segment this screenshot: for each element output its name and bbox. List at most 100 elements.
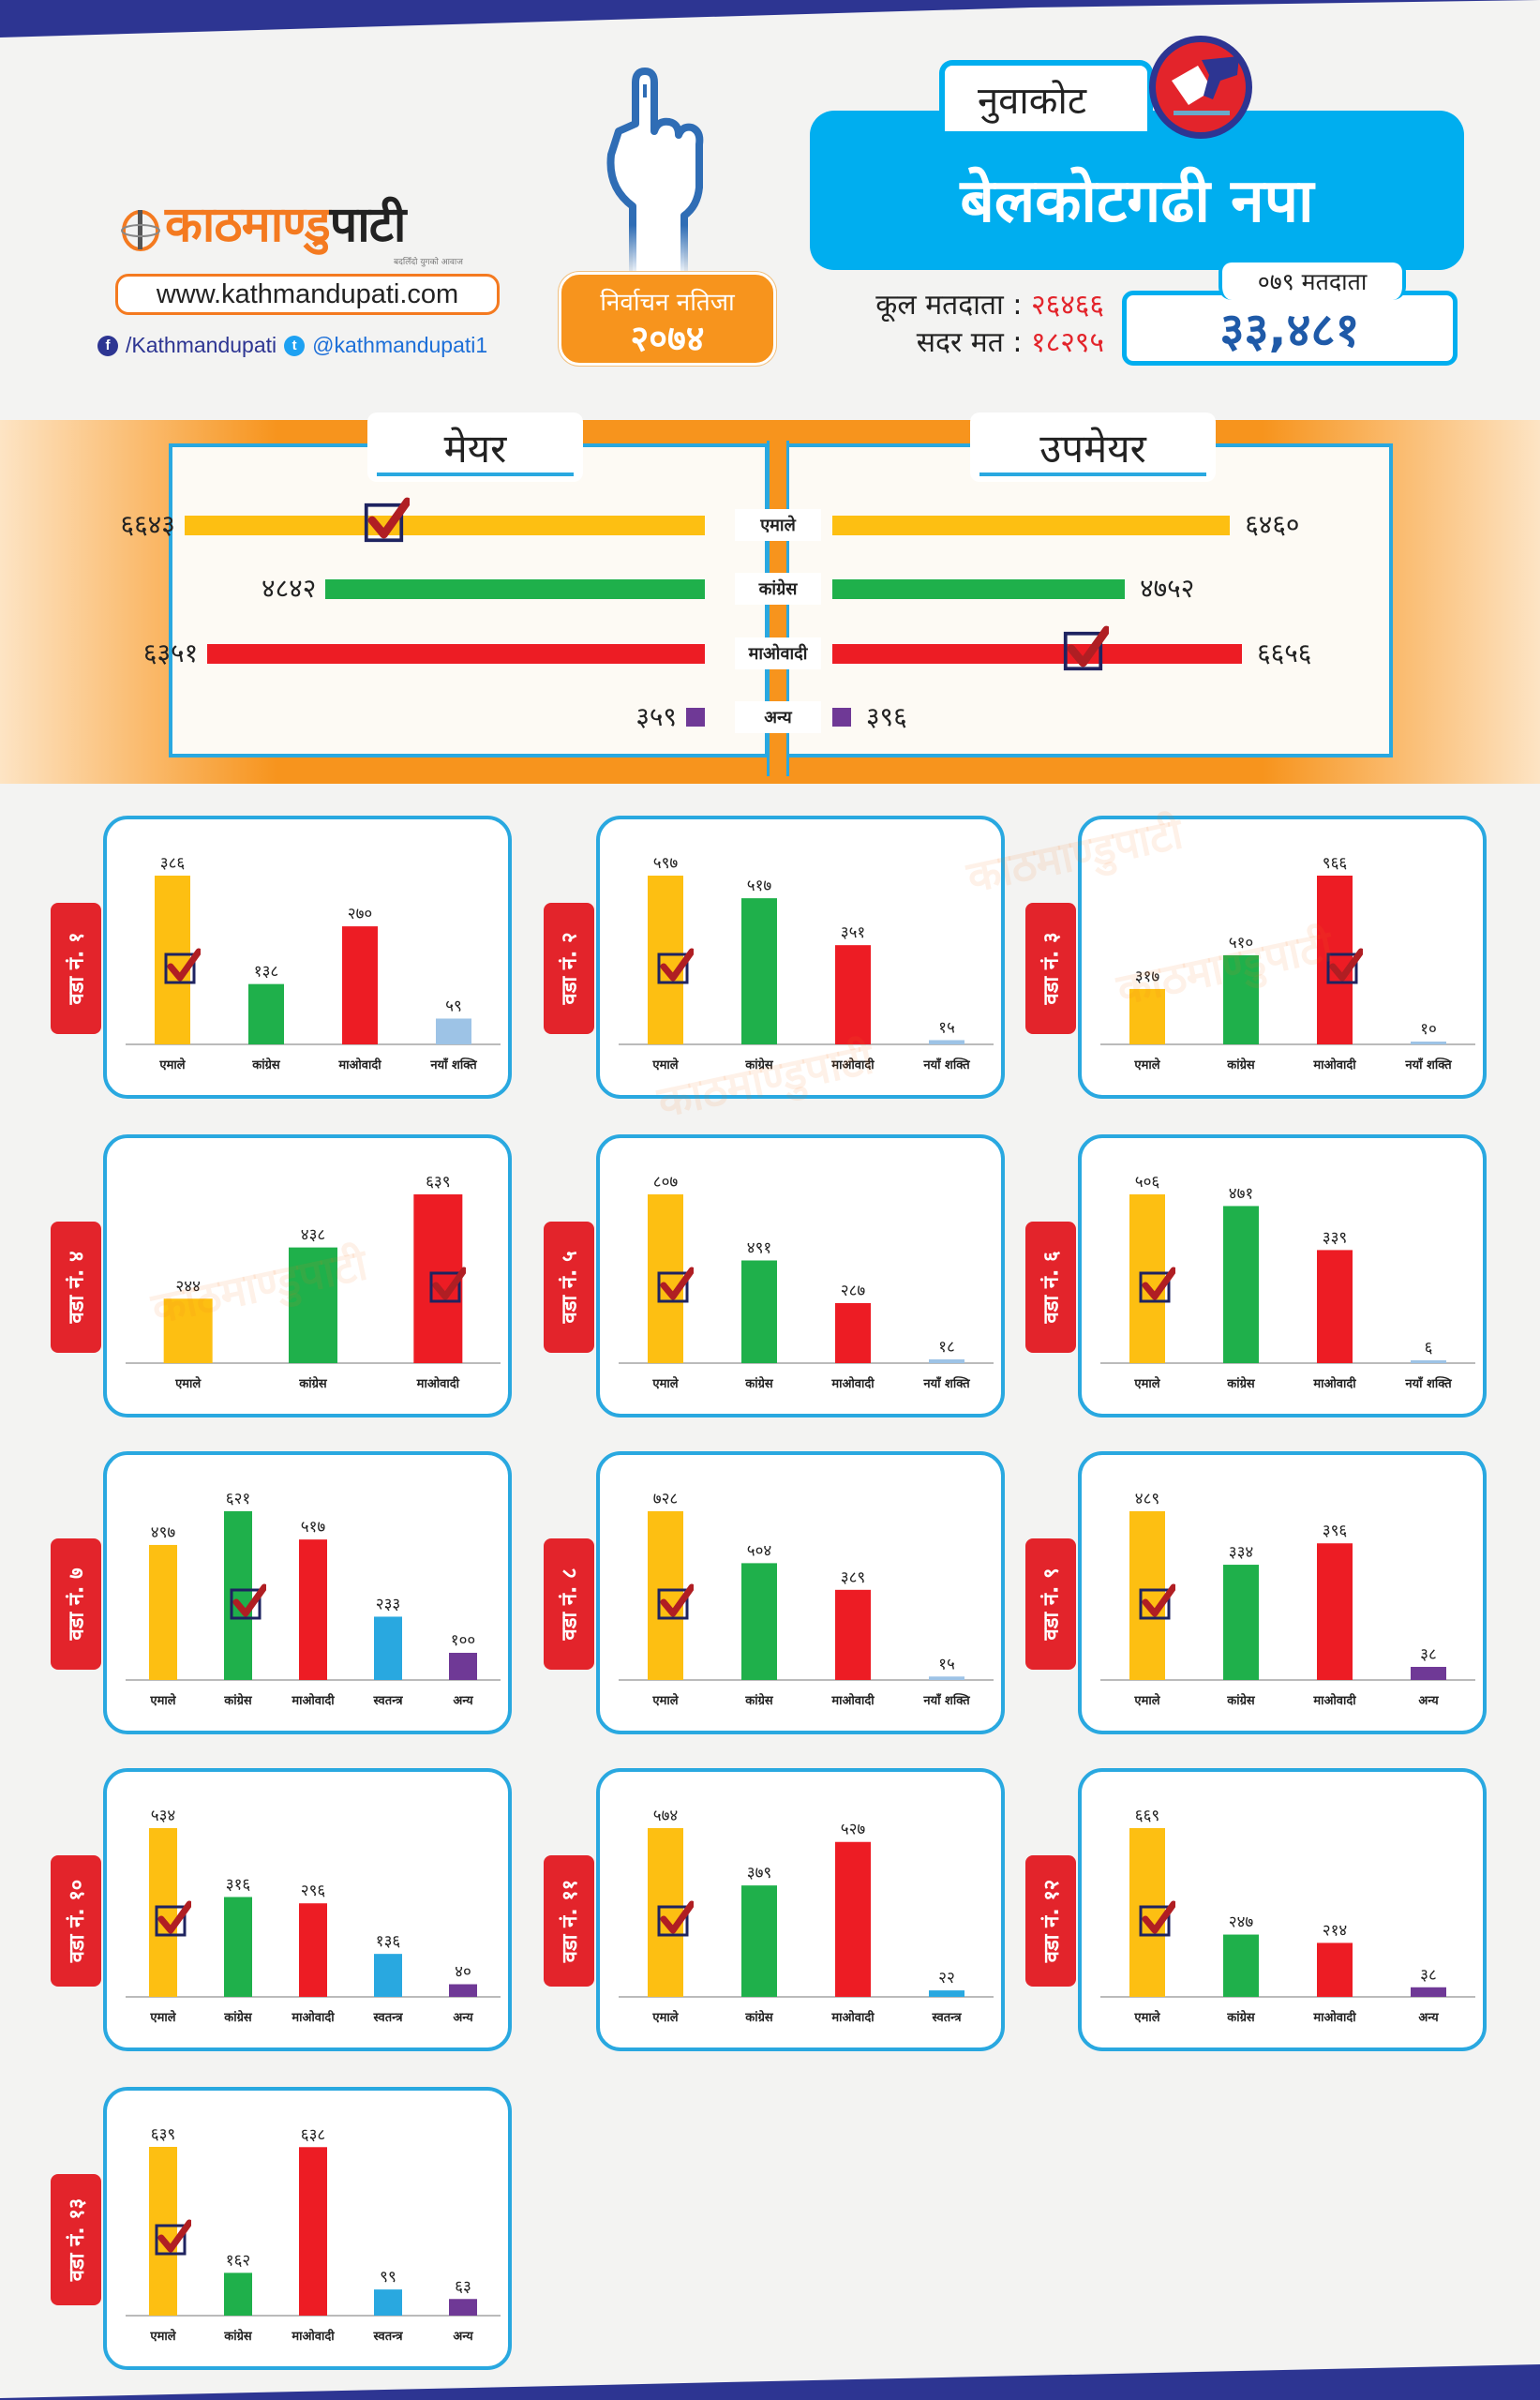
ward-number-label: वडा नं. ८ bbox=[559, 1568, 582, 1641]
ward-bar bbox=[299, 1903, 327, 1997]
ward-bar-value: ६६९ bbox=[1135, 1807, 1160, 1825]
ballot-box-icon bbox=[1145, 32, 1256, 142]
winner-check-icon bbox=[656, 1900, 695, 1942]
ward-bar-value: ५७४ bbox=[653, 1807, 679, 1825]
ward-bar bbox=[449, 1984, 477, 1997]
ward-bar-category: अन्य bbox=[1418, 1694, 1439, 1708]
ward-bar-category: कांग्रेस bbox=[1226, 1693, 1256, 1708]
ward-bar bbox=[248, 983, 284, 1044]
ward-bar bbox=[1411, 1987, 1446, 1997]
winner-check-icon bbox=[656, 1267, 695, 1308]
bottom-decor-band bbox=[0, 2344, 1540, 2400]
ward-bar-category: माओवादी bbox=[291, 2329, 335, 2344]
ward-bar-value: ६३९ bbox=[151, 2125, 176, 2144]
ward-bar-value: ६२१ bbox=[226, 1490, 251, 1508]
ward-bar bbox=[929, 1676, 964, 1680]
ward-card: ५७४ एमाले ३७९ कांग्रेस ५२७ माओवादी २२ स्वतन्त्र bbox=[596, 1768, 1005, 2051]
ward-bar-category: नयाँ शक्ति bbox=[922, 1058, 970, 1072]
ward-number-label: वडा नं. ११ bbox=[559, 1879, 582, 1963]
ward-bar-category: एमाले bbox=[149, 2329, 176, 2344]
ward-bar-value: ४९१ bbox=[747, 1238, 772, 1257]
ward-bar-category: नयाँ शक्ति bbox=[1404, 1376, 1452, 1391]
ward-card: ८०७ एमाले ४९१ कांग्रेस २८७ माओवादी १८ नयाँ शक्त… bbox=[596, 1134, 1005, 1418]
ward-bar bbox=[299, 1539, 327, 1680]
ward-bar-chart: ६६९ एमाले २४७ कांग्रेस २१४ माओवादी ३८ अन्य bbox=[1100, 1807, 1475, 2025]
ward-bar-value: १०० bbox=[451, 1631, 476, 1650]
ward-bar bbox=[1129, 1511, 1165, 1680]
voting-finger-icon bbox=[591, 66, 731, 280]
winner-check-icon bbox=[1138, 1267, 1177, 1308]
mayor-bar-value: ६६४३ bbox=[120, 509, 175, 540]
ward-bar-value: ५२७ bbox=[841, 1821, 866, 1839]
ward-bar-chart: ५७४ एमाले ३७९ कांग्रेस ५२७ माओवादी २२ स्वतन्त्र bbox=[619, 1807, 994, 2025]
winner-check-icon bbox=[656, 1583, 695, 1625]
ward-number-tag: वडा नं. ११ bbox=[544, 1855, 594, 1987]
ward-bar bbox=[224, 1511, 252, 1680]
ward-bar-category: एमाले bbox=[149, 2010, 176, 2025]
ward-number-label: वडा नं. ७ bbox=[66, 1568, 89, 1641]
ward-bar bbox=[449, 1653, 477, 1680]
twitter-link[interactable]: @kathmandupati1 bbox=[312, 333, 488, 357]
ward-bar-value: २२ bbox=[938, 1969, 955, 1988]
ward-card: ४९७ एमाले ६२१ कांग्रेस ५१७ माओवादी २३३ स्वतन्त्… bbox=[103, 1451, 512, 1734]
ward-bar bbox=[449, 2299, 477, 2316]
ward-bar-value: ३१६ bbox=[226, 1875, 251, 1894]
ward-bar-category: माओवादी bbox=[337, 1058, 381, 1072]
brand-logo: काठमाण्डुपाटी bbox=[120, 197, 406, 253]
twitter-icon: t bbox=[284, 335, 306, 356]
ward-bar-value: ३९६ bbox=[1323, 1522, 1348, 1540]
ward-bar-category: कांग्रेस bbox=[744, 2010, 774, 2025]
ward-bar-value: ४८९ bbox=[1135, 1490, 1160, 1508]
ward-number-label: वडा नं. १३ bbox=[66, 2198, 89, 2282]
ward-number-label: वडा नं. ५ bbox=[559, 1251, 582, 1324]
ward-number-label: वडा नं. १० bbox=[66, 1879, 89, 1963]
ward-bar bbox=[163, 1298, 213, 1363]
ward-number-label: वडा नं. ९ bbox=[1040, 1568, 1064, 1641]
voters-079-label: ०७९ मतदाता bbox=[1219, 259, 1406, 300]
deputy-mayor-bar-value: ६६५६ bbox=[1257, 638, 1312, 668]
ward-bar-value: ५१७ bbox=[747, 877, 772, 895]
ward-bar-value: ५०६ bbox=[1135, 1173, 1160, 1192]
winner-check-icon bbox=[656, 948, 695, 989]
ward-bar bbox=[835, 1589, 871, 1680]
ward-bar bbox=[289, 1247, 337, 1363]
ward-bar-value: ३३४ bbox=[1229, 1543, 1254, 1562]
winner-check-icon bbox=[1138, 1583, 1177, 1625]
ward-bar bbox=[648, 1194, 683, 1363]
ward-bar-value: १५ bbox=[938, 1655, 955, 1673]
mayor-panel bbox=[169, 443, 769, 758]
ward-number-tag: वडा नं. १३ bbox=[51, 2174, 101, 2305]
ward-bar-value: ६३९ bbox=[426, 1173, 451, 1192]
ward-bar bbox=[929, 1358, 964, 1363]
winner-check-icon bbox=[154, 2219, 193, 2260]
website-link[interactable]: www.kathmandupati.com bbox=[115, 274, 500, 315]
ward-bar-value: ५१७ bbox=[301, 1518, 326, 1537]
ward-bar-value: ९६६ bbox=[1323, 854, 1348, 873]
deputy-mayor-title: उपमेयर bbox=[970, 412, 1216, 482]
ward-bar bbox=[1223, 1206, 1259, 1363]
ward-bar bbox=[1223, 954, 1259, 1044]
ward-card: ५९७ एमाले ५१७ कांग्रेस ३५१ माओवादी १५ नयाँ शक्त… bbox=[596, 816, 1005, 1099]
ward-bar-category: स्वतन्त्र bbox=[372, 2330, 403, 2344]
winner-check-icon bbox=[428, 1267, 468, 1308]
ward-bar-value: ३३९ bbox=[1323, 1228, 1348, 1247]
ward-number-tag: वडा नं. ८ bbox=[544, 1538, 594, 1670]
ward-bar bbox=[741, 1885, 777, 1997]
ward-bar-value: २८७ bbox=[841, 1282, 866, 1300]
deputy-mayor-bar bbox=[832, 516, 1231, 535]
facebook-link[interactable]: /Kathmandupati bbox=[126, 333, 277, 357]
ward-bar-category: एमाले bbox=[651, 2010, 679, 2025]
deputy-mayor-title-text: उपमेयर bbox=[1039, 425, 1146, 472]
winner-check-icon bbox=[163, 948, 202, 989]
ward-bar-value: २४४ bbox=[175, 1277, 201, 1296]
ward-bar-category: एमाले bbox=[149, 1693, 176, 1708]
winner-check-icon bbox=[1062, 625, 1111, 676]
mayor-bar bbox=[686, 708, 705, 727]
ward-bar-category: माओवादी bbox=[291, 1693, 335, 1708]
voter-stats: कूल मतदाता : २६४६६ सदर मत : १८२९५ bbox=[804, 287, 1104, 362]
mayor-title-text: मेयर bbox=[443, 425, 507, 472]
ward-bar-value: २१४ bbox=[1323, 1921, 1348, 1940]
ward-bar-category: अन्य bbox=[453, 2330, 473, 2344]
ward-bar-value: ३८६ bbox=[160, 854, 186, 873]
ward-bar-category: एमाले bbox=[651, 1693, 679, 1708]
